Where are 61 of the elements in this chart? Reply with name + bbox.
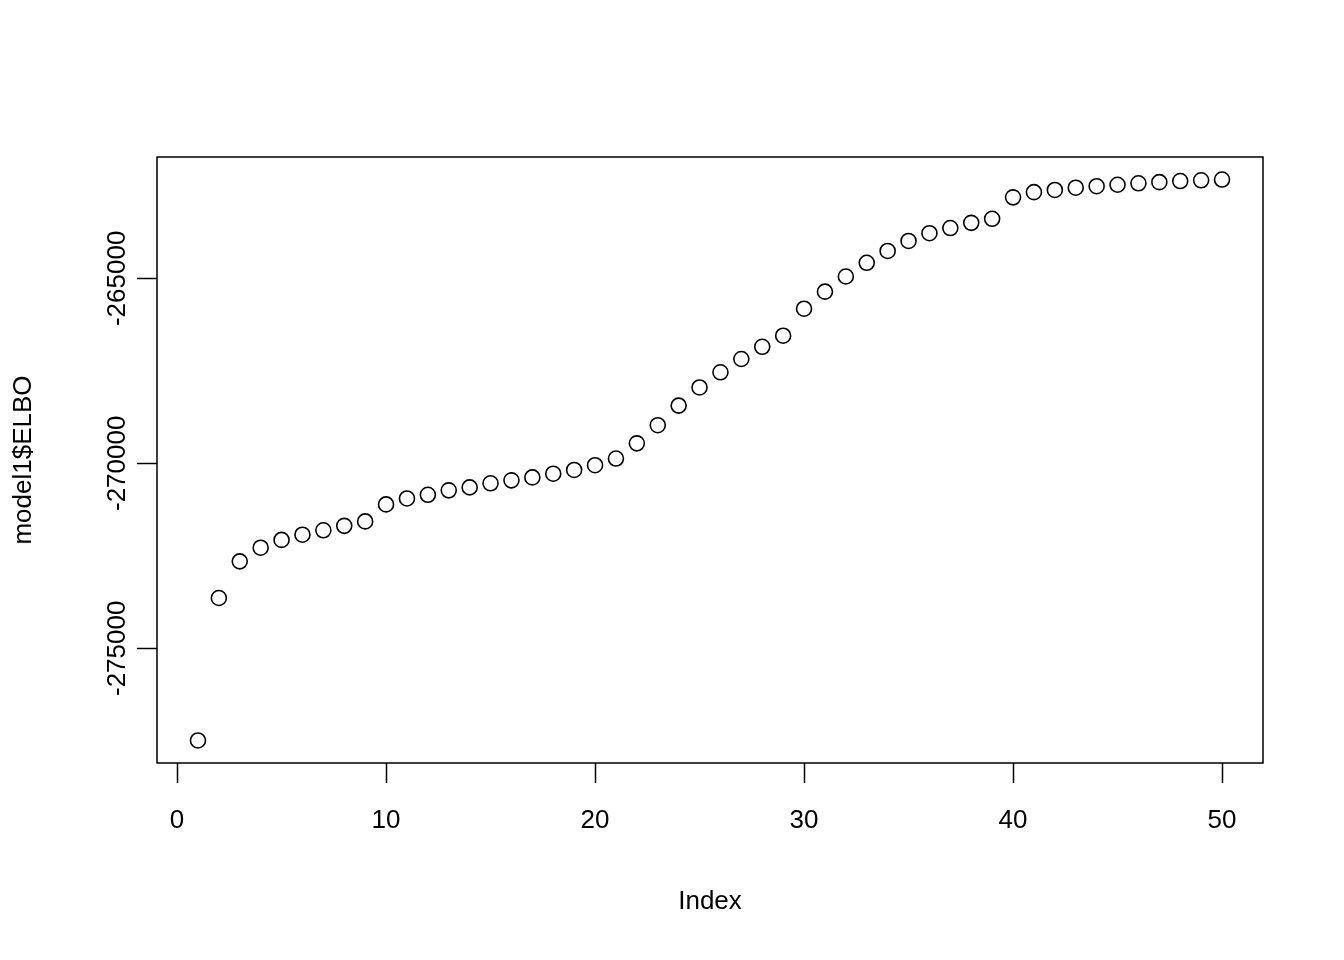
point [962,214,980,232]
y-tick-label: -265000 [101,230,132,327]
point [1192,172,1210,189]
y-tick-label: -275000 [101,600,132,697]
point [461,479,478,496]
point [189,732,207,749]
point [900,232,917,250]
point [795,300,813,317]
point [753,338,771,356]
point [1067,179,1085,197]
point [921,224,938,242]
point [712,364,729,381]
point [1046,181,1064,199]
point [565,461,583,479]
point [691,379,708,396]
point [879,242,896,260]
point [1151,173,1168,191]
x-axis-title: Index [678,884,742,915]
point [607,450,625,467]
point [816,283,834,300]
point [524,469,541,486]
point [273,531,290,549]
point [649,416,667,434]
point [1171,172,1189,190]
point [1130,174,1147,192]
point [377,496,395,513]
point [1213,171,1231,188]
point [983,210,1001,228]
point [1025,183,1043,201]
x-tick-label: 40 [998,803,1028,834]
x-tick-label: 10 [371,803,401,834]
point [440,482,458,499]
point [356,513,374,530]
point [398,490,416,507]
point [586,456,604,474]
point [1088,177,1105,195]
point [503,472,520,489]
point [210,589,228,607]
point [1109,176,1126,194]
point [774,327,792,344]
point [670,397,687,414]
x-tick-label: 20 [580,803,610,834]
point [942,219,959,237]
point [628,435,646,452]
point [419,486,437,504]
point [482,475,499,492]
y-axis-title: model1$ELBO [6,375,37,545]
point [231,553,249,570]
point [294,526,311,544]
x-tick-label: 50 [1207,803,1237,834]
point [335,517,353,535]
point [315,521,332,539]
point [544,465,562,482]
point [1004,189,1022,206]
x-tick-label: 0 [169,803,185,834]
point [837,268,855,285]
point [252,539,269,556]
point [733,350,750,368]
y-tick-label: -270000 [101,415,132,512]
point [858,254,876,272]
x-tick-label: 30 [789,803,819,834]
